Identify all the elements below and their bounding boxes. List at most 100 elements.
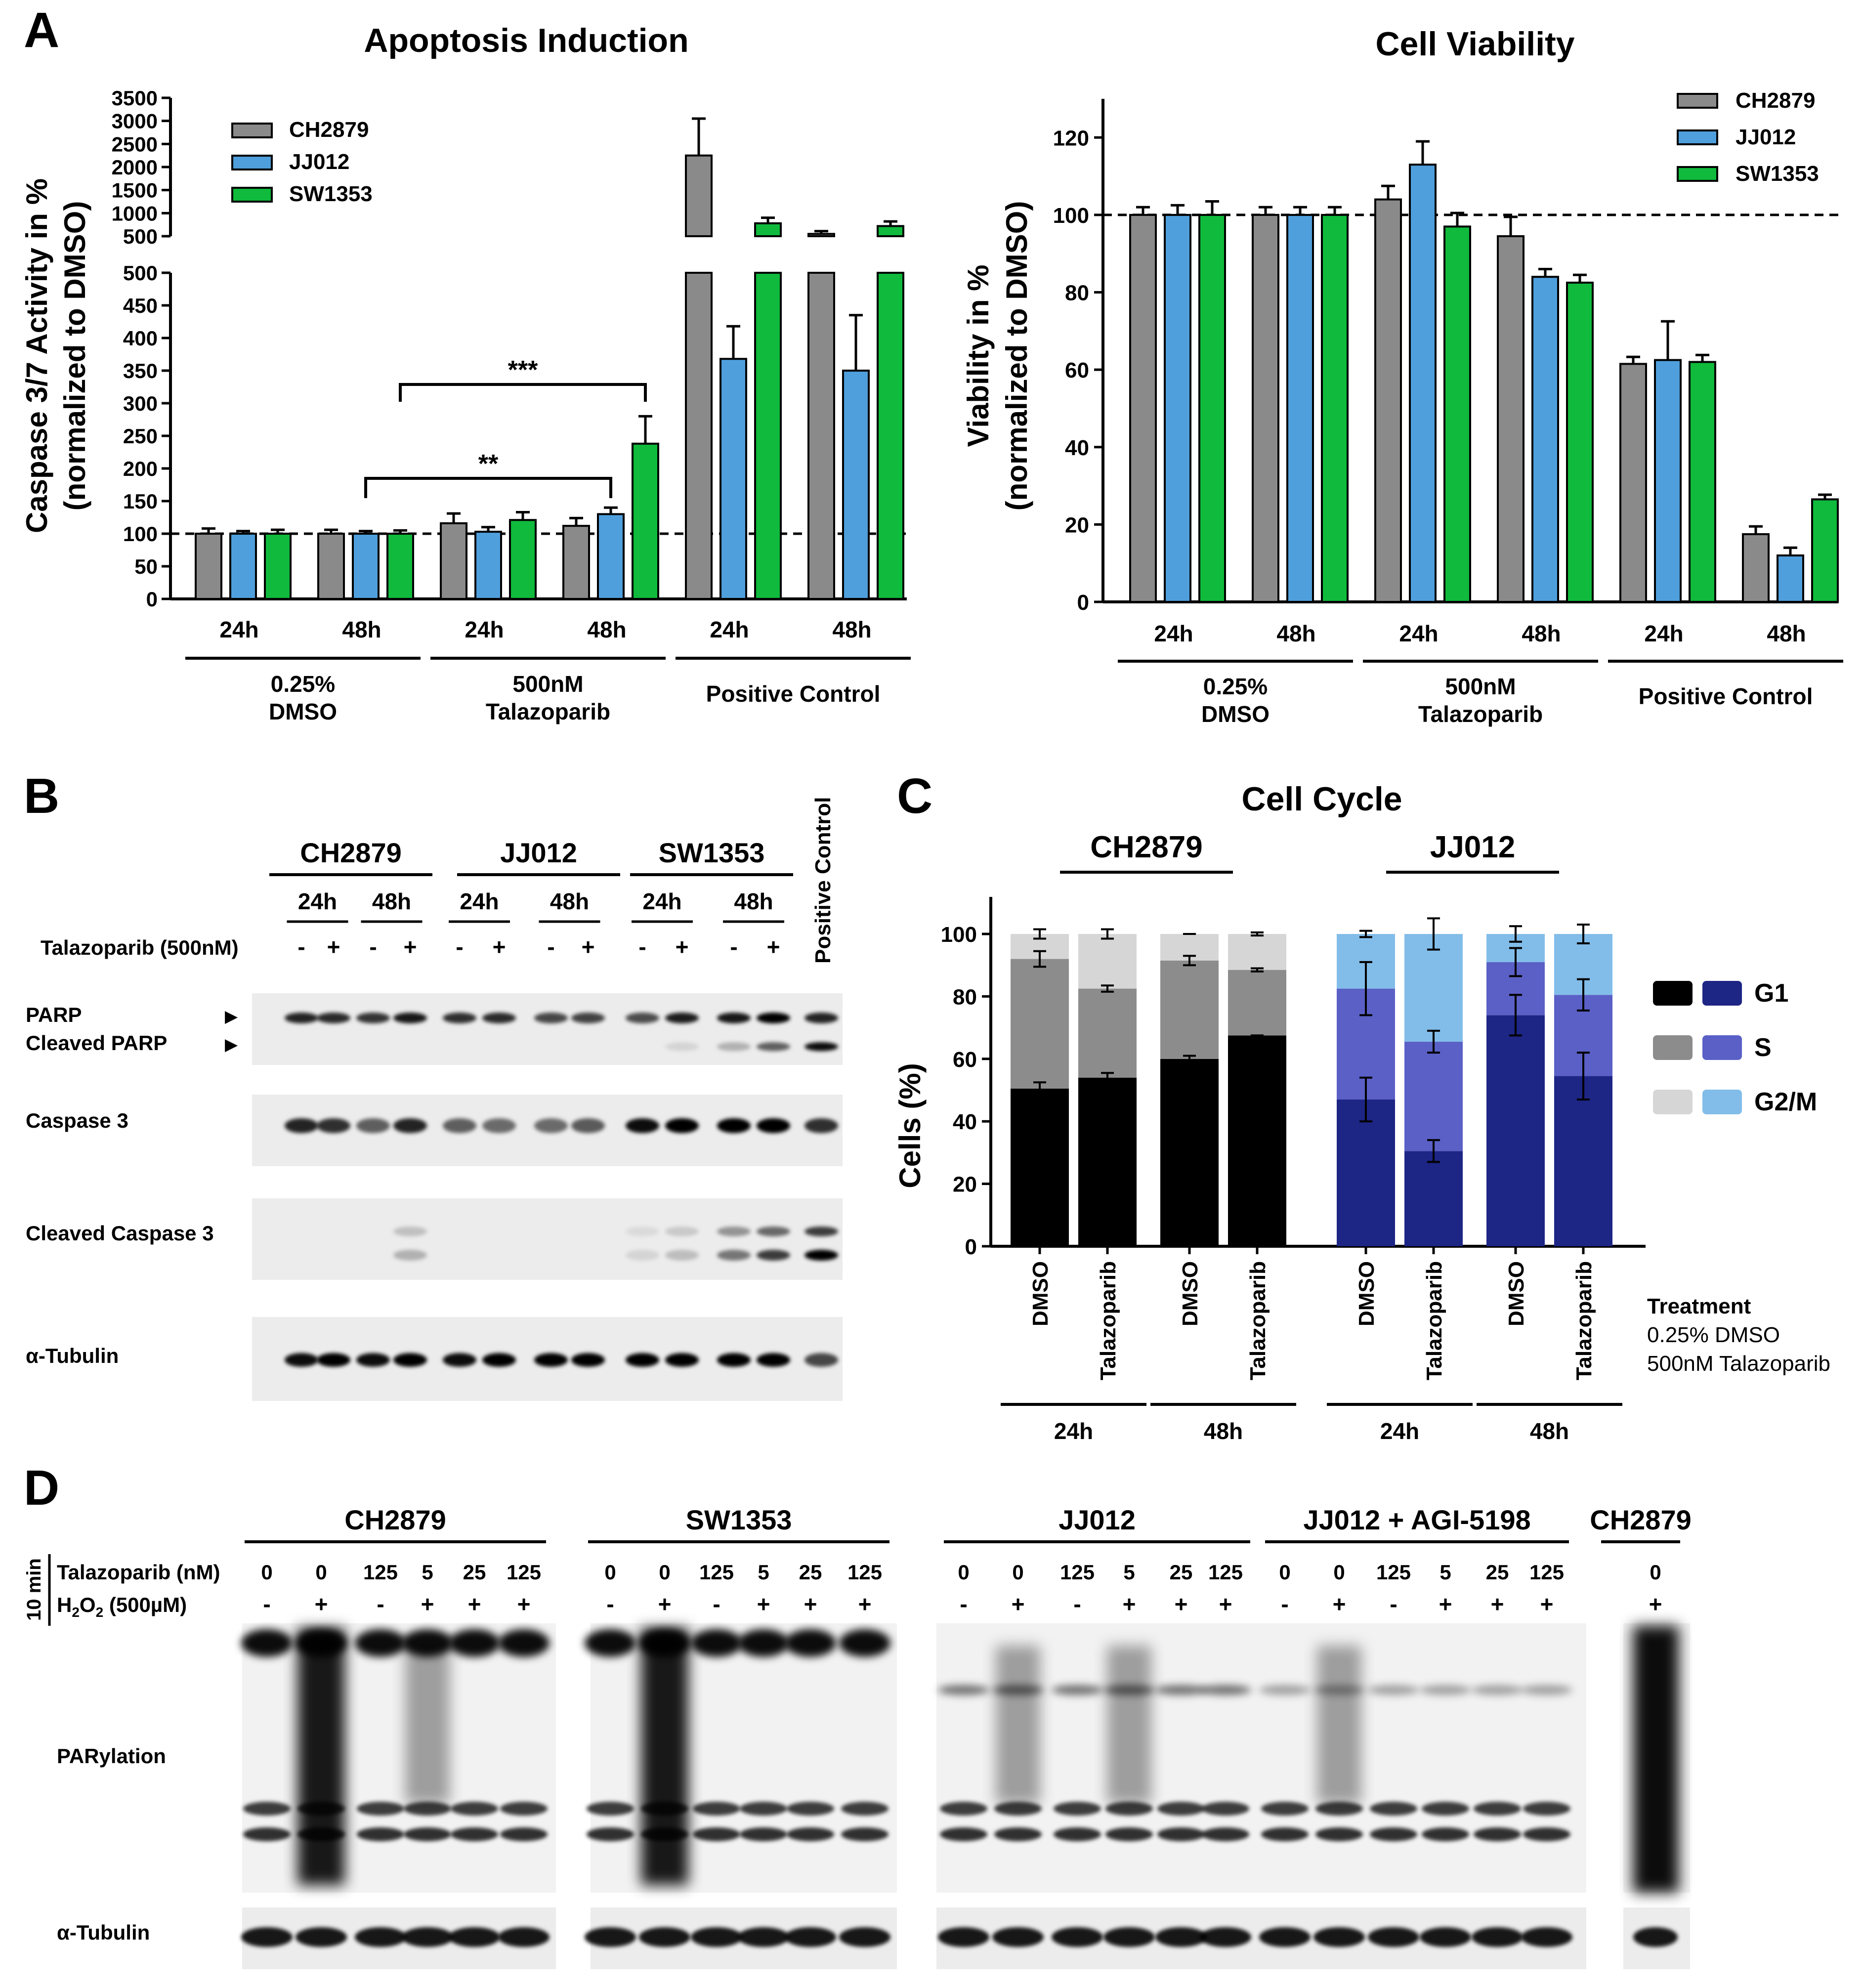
parylation-lower-band (587, 1827, 634, 1841)
x-tick-label: 48h (1276, 621, 1315, 646)
group-label: DMSO (1201, 701, 1270, 727)
parylation-lower-band (1261, 1802, 1309, 1816)
h2o2-sign: - (377, 1591, 384, 1617)
cleaved-parp-band (665, 1042, 699, 1051)
stacked-segment-S (1078, 988, 1137, 1078)
dose-label: 5 (422, 1561, 433, 1584)
bar-CH2879 (807, 272, 835, 600)
y-tick-label: 20 (953, 1173, 977, 1197)
group-header: JJ012 (1059, 1504, 1136, 1535)
parylation-lower-band (994, 1802, 1042, 1816)
blot-b-images (252, 993, 843, 1401)
parp-band (356, 1013, 390, 1023)
dose-label: 0 (958, 1561, 969, 1584)
tubulin-band-d (402, 1927, 453, 1947)
parylation-blot-background (936, 1623, 1586, 1893)
legend-swatch-ch (1653, 981, 1693, 1006)
cell-line-header: SW1353 (659, 837, 765, 868)
h2o2-sign: + (315, 1591, 328, 1617)
group-label: Positive Control (706, 681, 881, 707)
tubulin-band-d (498, 1927, 550, 1947)
treatment-sign: + (327, 934, 340, 960)
bar-CH2879 (1742, 533, 1770, 603)
parylation-lower-band (641, 1827, 688, 1841)
caspase3-band (757, 1118, 790, 1133)
group-label: 500nM (512, 671, 583, 697)
parylation-lower-band (1370, 1802, 1417, 1816)
legend-swatch-jj (1702, 981, 1742, 1006)
legend-label-SW1353: SW1353 (289, 182, 373, 206)
h2o2-sign: + (468, 1591, 481, 1617)
legend-label-SW1353: SW1353 (1736, 162, 1819, 186)
parylation-lower-band (994, 1827, 1042, 1841)
group-label: 0.25% (271, 671, 335, 697)
viability-x-labels: 24h 48h 24h 48h 24h 48h 0.25%DMSO 500nMTalazopa… (1118, 621, 1843, 727)
y-tick-label: 250 (123, 424, 158, 448)
tubulin-band (757, 1353, 790, 1367)
dose-label: 0 (1650, 1561, 1661, 1584)
parp-band (482, 1013, 516, 1023)
cleaved-caspase3-band-upper (665, 1227, 699, 1236)
parylation-lower-band (1054, 1827, 1101, 1841)
y-tick-label: 1500 (112, 179, 158, 202)
parylation-smear (641, 1628, 688, 1885)
bar-CH2879 (317, 533, 345, 600)
bar-SW1353 (264, 533, 292, 600)
bar-CH2879 (1497, 235, 1524, 603)
parylation-top-band (938, 1685, 989, 1695)
time-label: 24h (642, 888, 681, 914)
bar-JJ012 (597, 513, 625, 600)
time-label: 24h (298, 888, 337, 914)
parylation-top-band (402, 1629, 453, 1657)
cleaved-caspase3-label: Cleaved Caspase 3 (26, 1222, 214, 1245)
dose-label: 5 (758, 1561, 769, 1584)
parylation-top-band (241, 1629, 293, 1657)
parylation-top-band (839, 1629, 890, 1657)
parylation-top-band (785, 1629, 836, 1657)
cell-line-header: CH2879 (300, 837, 401, 868)
parp-band (285, 1013, 318, 1023)
bar-SW1353-upper (877, 225, 904, 238)
parylation-lower-band (1422, 1827, 1469, 1841)
viability-legend: CH2879 JJ012 SW1353 (1677, 88, 1819, 186)
tubulin-band-d (241, 1927, 293, 1947)
caspase3-band (534, 1118, 568, 1133)
y-tick-label: 80 (953, 985, 977, 1009)
y-tick-label: 1000 (112, 202, 158, 225)
dose-label: 125 (847, 1561, 882, 1584)
legend-swatch-CH2879 (1677, 93, 1718, 109)
h2o2-sign: + (1219, 1591, 1232, 1617)
cell-line-header: JJ012 (500, 837, 577, 868)
cleaved-caspase3-band-upper (393, 1227, 427, 1236)
time-label: 24h (1380, 1418, 1419, 1444)
dose-label: 0 (1333, 1561, 1345, 1584)
parylation-lower-band (693, 1827, 740, 1841)
time-label: 48h (1530, 1418, 1569, 1444)
tubulin-band (356, 1353, 390, 1367)
talazoparib-nm-label: Talazoparib (nM) (57, 1561, 220, 1584)
parylation-lower-band (940, 1802, 987, 1816)
bar-JJ012 (474, 531, 502, 600)
legend-label-G2/M: G2/M (1754, 1088, 1817, 1116)
bar-CH2879-upper (807, 233, 835, 238)
bar-CH2879 (1252, 213, 1279, 603)
bar-SW1353 (1321, 213, 1349, 603)
panel-letter-c: C (897, 768, 932, 824)
cell-viability-chart: Cell Viability Viability in % (normalize… (962, 25, 1843, 727)
tubulin-band (285, 1353, 318, 1367)
apoptosis-ylabel-1: Caspase 3/7 Activity in % (20, 178, 53, 533)
parylation-lower-band (641, 1802, 688, 1816)
talazoparib-treatment-label: Talazoparib (500nM) (41, 936, 239, 959)
y-tick-label: 400 (123, 327, 158, 350)
stacked-segment-S (1011, 959, 1069, 1089)
parylation-lower-band (740, 1827, 787, 1841)
tubulin-band-d (585, 1927, 636, 1947)
parylation-top-band (1103, 1685, 1155, 1695)
apoptosis-induction-chart: Apoptosis Induction Caspase 3/7 Activity… (20, 22, 912, 724)
parp-band (804, 1013, 838, 1023)
bar-JJ012 (1777, 554, 1804, 603)
parylation-label: PARylation (57, 1744, 166, 1768)
parp-band (717, 1013, 751, 1023)
bar-JJ012 (229, 533, 257, 600)
